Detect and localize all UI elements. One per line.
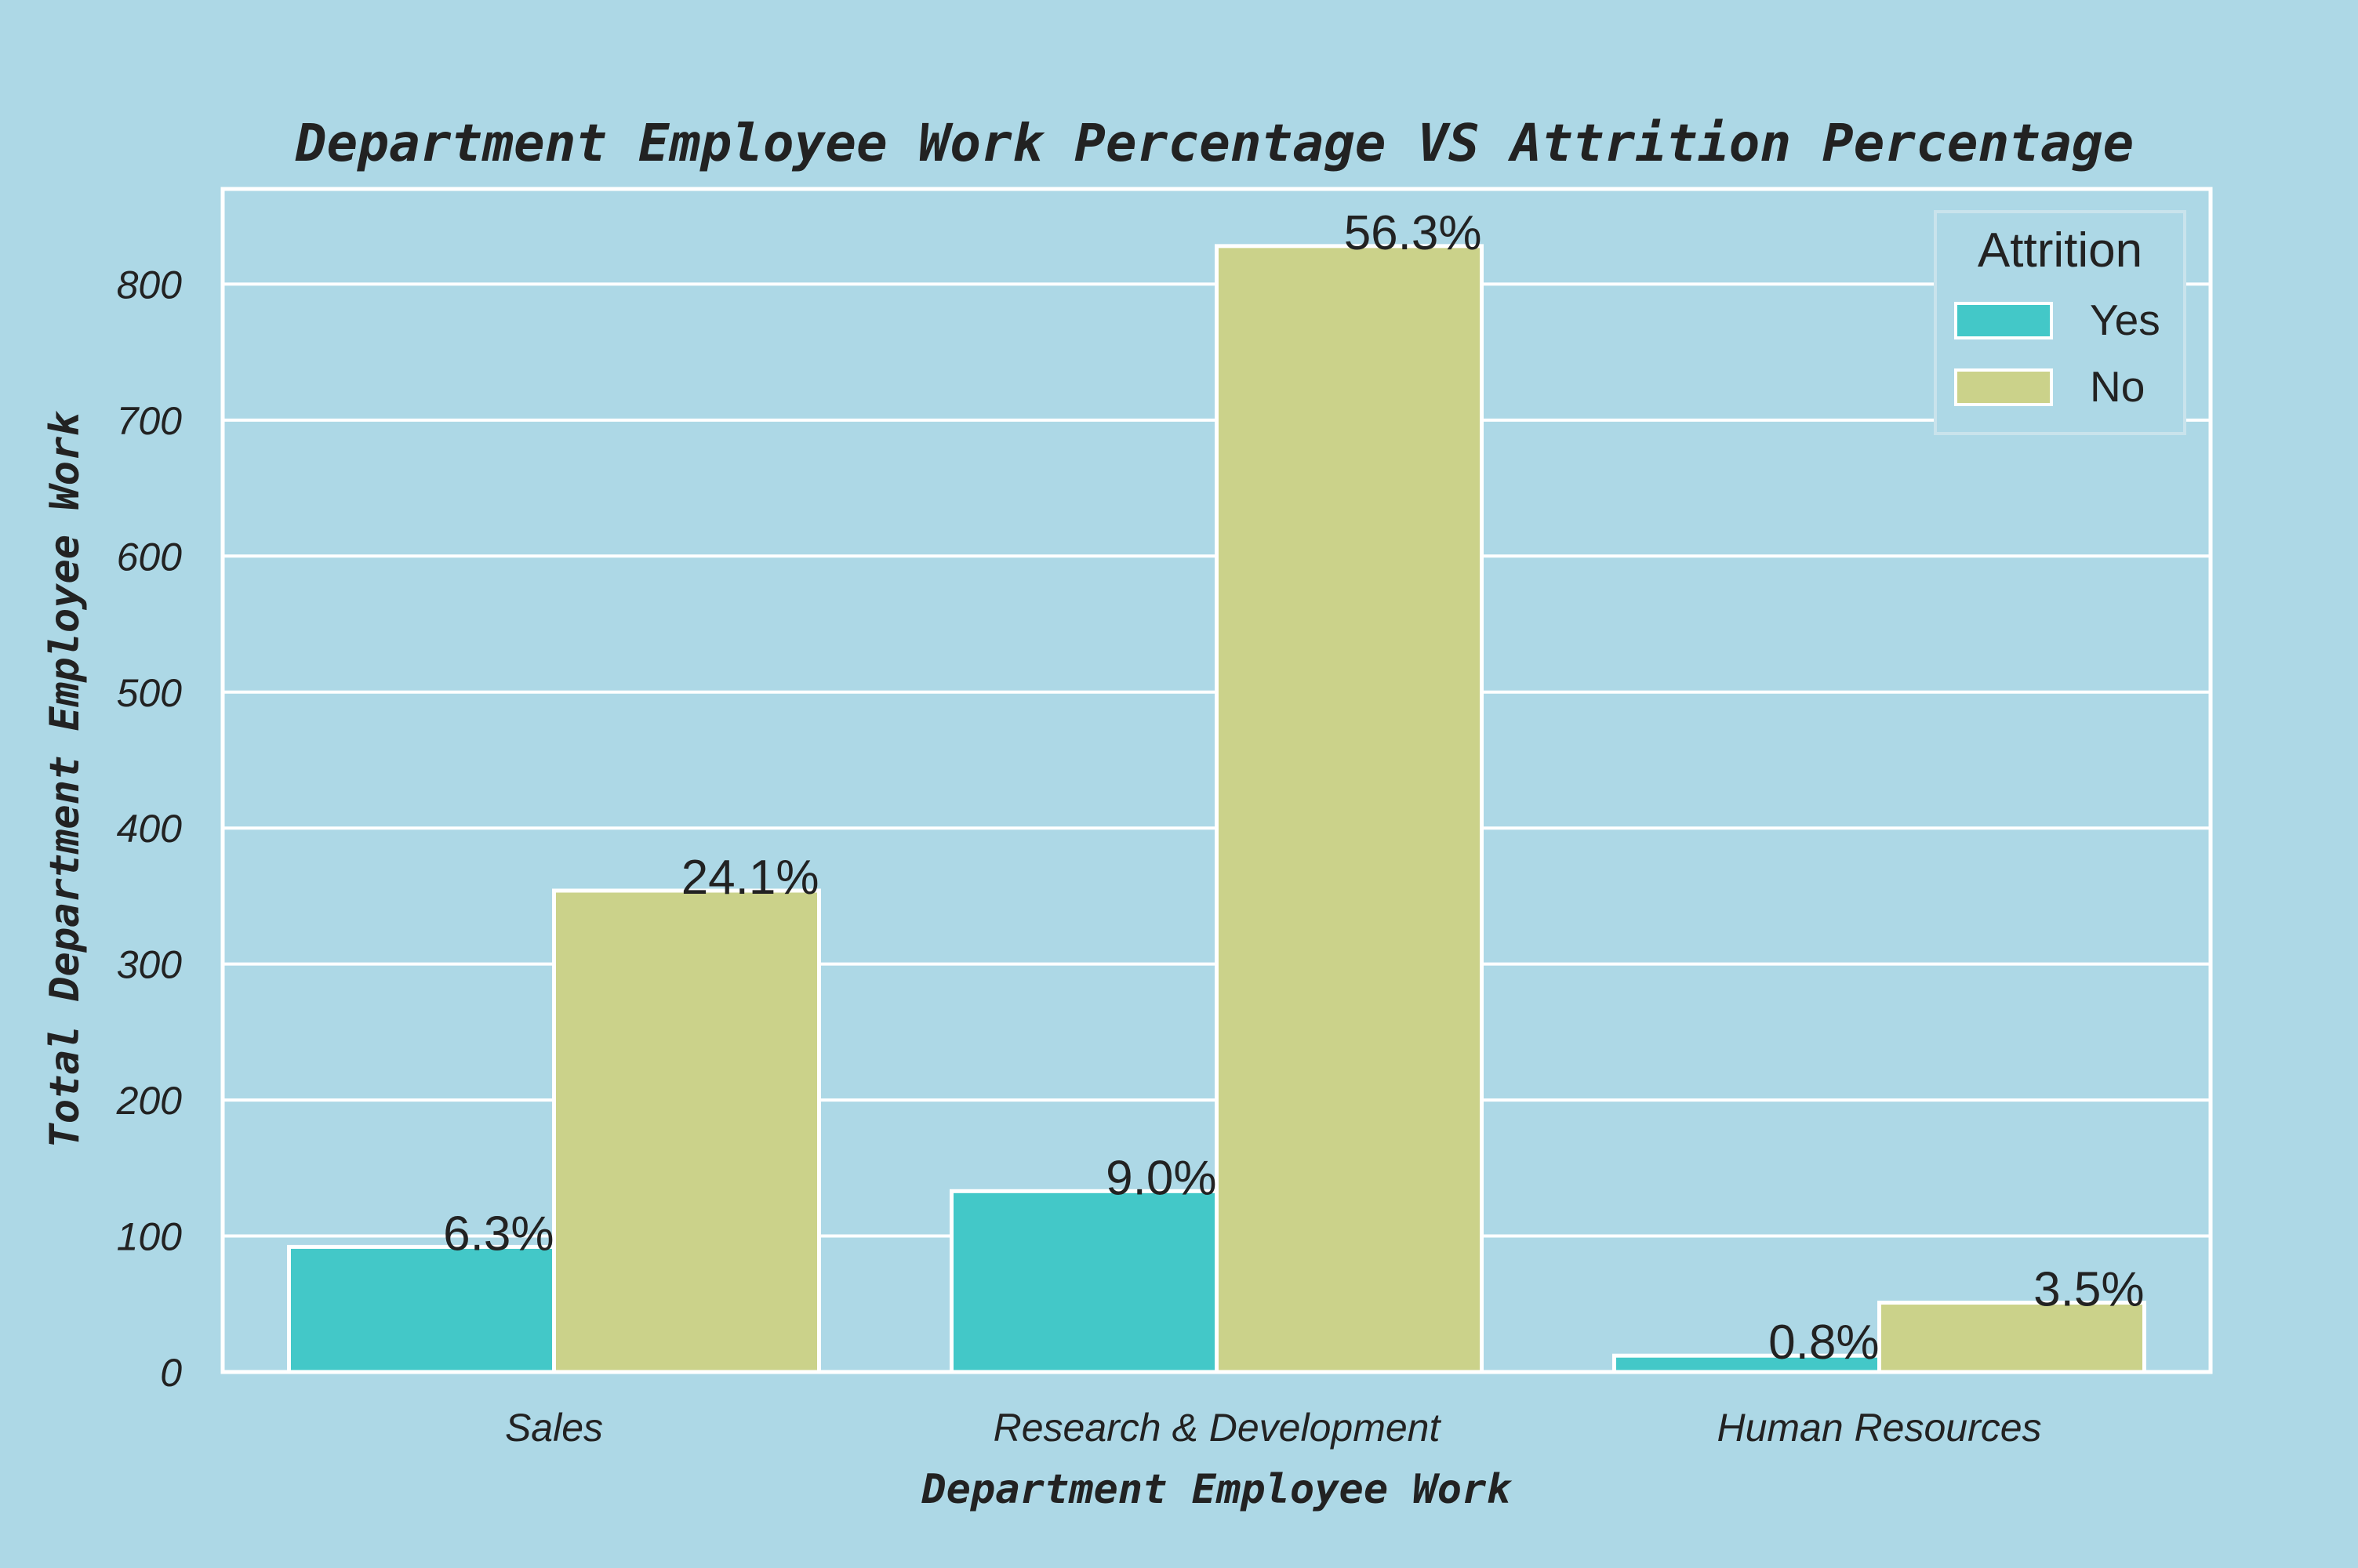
legend: Attrition Yes No (1934, 210, 2186, 435)
x-axis-label: Department Employee Work (921, 1466, 1512, 1513)
legend-label: No (2090, 362, 2145, 411)
bar-no (552, 888, 821, 1374)
y-tick-label: 500 (117, 671, 183, 715)
y-tick-label: 100 (117, 1215, 183, 1259)
y-tick-label: 200 (116, 1079, 183, 1123)
y-axis-ticks: 0 100 200 300 400 500 600 700 800 (116, 263, 183, 1395)
y-tick-label: 0 (160, 1351, 182, 1395)
y-tick-label: 600 (117, 535, 183, 579)
legend-swatch-yes (1954, 302, 2053, 339)
data-label: 3.5% (2033, 1263, 2144, 1317)
data-label: 24.1% (681, 851, 819, 905)
legend-swatch-no (1954, 368, 2053, 406)
x-tick-label: Sales (505, 1406, 603, 1450)
x-axis-ticks: Sales Research & Development Human Resourc… (505, 1406, 2042, 1450)
bars (287, 244, 2146, 1374)
x-tick-label: Research & Development (994, 1406, 1442, 1450)
y-tick-label: 400 (117, 807, 183, 851)
y-axis-label: Total Department Employee Work (42, 411, 89, 1149)
bar-yes (287, 1244, 556, 1374)
x-tick-label: Human Resources (1717, 1406, 2041, 1450)
plot-frame (220, 187, 2213, 1374)
data-label: 0.8% (1768, 1316, 1879, 1370)
data-label: 9.0% (1106, 1151, 1216, 1205)
y-tick-label: 800 (117, 263, 183, 307)
legend-label: Yes (2090, 296, 2160, 344)
legend-title: Attrition (1978, 223, 2142, 278)
data-labels: 6.3% 24.1% 9.0% 56.3% 0.8% 3.5% (443, 206, 2144, 1370)
bar-no (1215, 244, 1484, 1374)
y-tick-label: 300 (117, 943, 183, 987)
data-label: 56.3% (1344, 206, 1482, 260)
bar-no (1877, 1301, 2146, 1374)
chart-title: Department Employee Work Percentage VS A… (295, 113, 2134, 173)
data-label: 6.3% (443, 1207, 554, 1261)
bar-yes (950, 1189, 1219, 1374)
y-tick-label: 700 (117, 399, 183, 443)
